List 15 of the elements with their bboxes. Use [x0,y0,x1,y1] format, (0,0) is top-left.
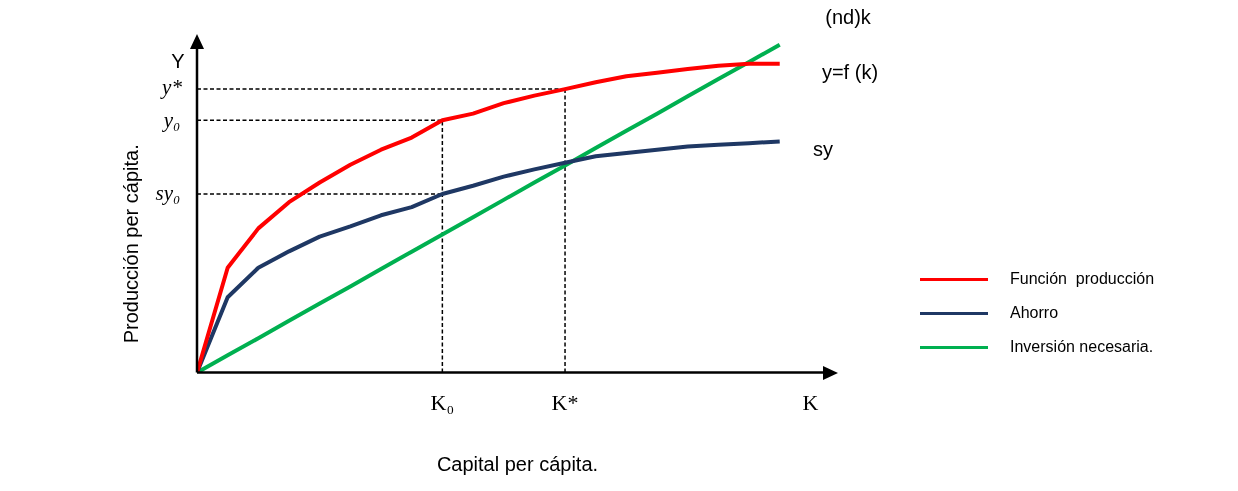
legend-label: Función producción [1010,270,1155,288]
y-axis-title: Producción per cápita. [119,144,142,344]
legend-label: Ahorro [1010,304,1059,322]
text: (nd)k [825,5,872,28]
annotation: y=f (k) [821,60,879,83]
text: sy₀ [155,180,181,205]
legend-label: Inversión necesaria. [1010,338,1154,356]
text: y* [160,74,183,99]
x-tick-label: K* [551,389,579,415]
x-tick-label: K [802,389,819,415]
annotation: sy [813,137,833,160]
text: Y [171,49,185,72]
x-tick-label: K₀ [430,389,455,415]
x-axis-title: Capital per cápita. [436,452,599,475]
text: y₀ [161,107,181,132]
